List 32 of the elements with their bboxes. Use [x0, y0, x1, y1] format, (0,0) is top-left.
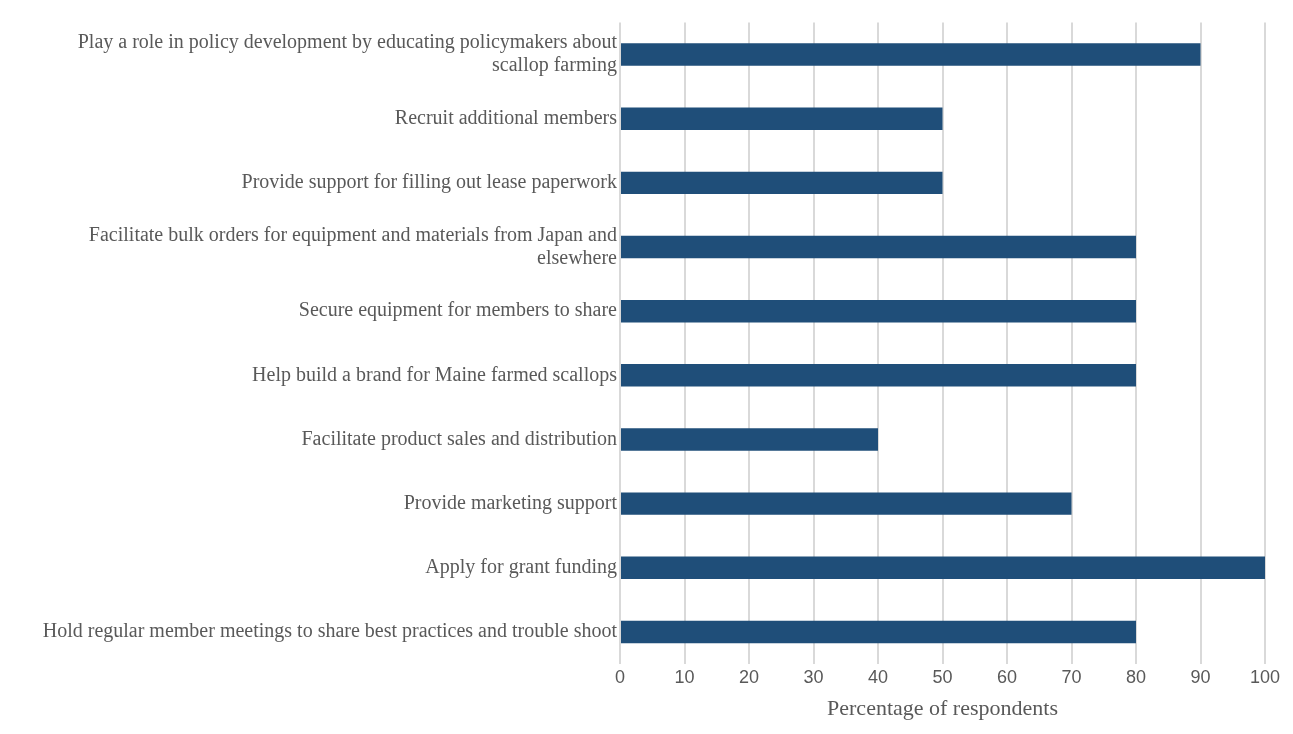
- bar: [621, 235, 1136, 259]
- y-tick-label: Facilitate bulk orders for equipment and materials from Japan and elsewhere: [88, 222, 618, 268]
- y-tick-label: Provide support for filling out lease paperwork: [241, 170, 617, 194]
- y-tick-label: Recruit additional members: [394, 105, 618, 128]
- bar: [621, 620, 1136, 644]
- x-tick-label: 80: [1125, 666, 1147, 687]
- y-tick-label: Provide marketing support: [403, 490, 618, 514]
- bar: [621, 556, 1265, 579]
- x-tick-label: 50: [932, 666, 953, 687]
- y-tick-label: Secure equipment for members to share: [298, 298, 618, 322]
- x-tick-label: 30: [803, 666, 824, 687]
- x-tick-label: 40: [867, 666, 889, 687]
- bar: [621, 364, 1136, 387]
- y-tick-label: Hold regular member meetings to share best practices and trouble shoot: [42, 619, 618, 643]
- x-tick-label: 100: [1249, 666, 1281, 687]
- y-tick-label: Facilitate product sales and distribution: [301, 426, 617, 450]
- x-axis-title: Percentage of respondents: [827, 694, 1058, 720]
- x-tick-label: 20: [738, 666, 760, 687]
- x-tick-label: 10: [674, 666, 695, 687]
- bar: [621, 107, 943, 130]
- y-tick-label: Play a role in policy development by educating policymakers about scallop farming: [77, 30, 618, 77]
- y-tick-label: Apply for grant funding: [425, 555, 617, 579]
- y-tick-label: Help build a brand for Maine farmed scallops: [252, 362, 618, 386]
- bar: [621, 43, 1201, 66]
- bar: [621, 299, 1136, 323]
- bar: [621, 428, 878, 451]
- bar: [621, 171, 943, 195]
- x-tick-label: 60: [996, 666, 1018, 687]
- x-tick-label: 70: [1061, 666, 1082, 687]
- x-tick-label: 90: [1190, 666, 1211, 687]
- x-tick-label: 0: [614, 666, 626, 687]
- bar: [621, 492, 1072, 515]
